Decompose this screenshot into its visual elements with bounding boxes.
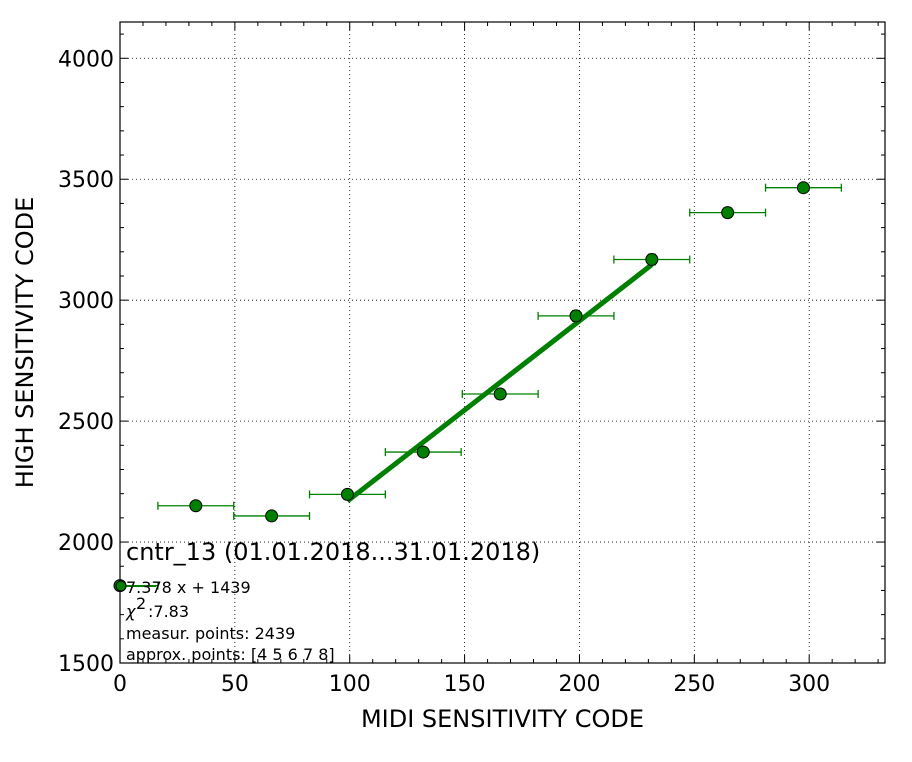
x-axis-label: MIDI SENSITIVITY CODE <box>361 705 644 733</box>
data-point <box>189 499 203 513</box>
x-tick-label: 50 <box>221 672 249 697</box>
data-point <box>340 487 354 501</box>
y-tick-label: 1500 <box>58 652 114 677</box>
grid <box>120 22 885 663</box>
errorbars <box>116 183 843 590</box>
x-tick-label: 250 <box>673 672 715 697</box>
chi-square-value: :7.83 <box>148 602 189 621</box>
x-tick-label: 300 <box>788 672 830 697</box>
data-point <box>569 309 583 323</box>
y-axis-label: HIGH SENSITIVITY CODE <box>11 197 39 489</box>
y-tick-labels: 1500 2000 2500 3000 3500 4000 <box>58 47 114 677</box>
measur-points-annotation: measur. points: 2439 <box>126 624 295 643</box>
x-tick-label: 200 <box>558 672 600 697</box>
data-point <box>645 253 659 267</box>
x-tick-labels: 0 50 100 150 200 250 300 <box>113 672 830 697</box>
fit-line-layer <box>345 262 654 504</box>
chart-title: cntr_13 (01.01.2018...31.01.2018) <box>126 538 540 566</box>
fit-equation: 7.378 x + 1439 <box>126 578 251 597</box>
y-tick-label: 2500 <box>58 410 114 435</box>
approx-points-annotation: approx. points: [4 5 6 7 8] <box>126 645 335 664</box>
x-tick-label: 150 <box>444 672 486 697</box>
legend-point <box>115 580 127 592</box>
fit-line <box>345 262 654 504</box>
legend-fit-marker <box>115 580 156 592</box>
chi-square-symbol: χ <box>125 602 136 621</box>
plot-frame <box>119 21 886 664</box>
data-point <box>265 509 279 523</box>
x-tick-label: 100 <box>329 672 371 697</box>
data-point <box>416 445 430 459</box>
chi-square-exponent: 2 <box>136 594 146 613</box>
y-tick-label: 3500 <box>58 168 114 193</box>
y-tick-label: 3000 <box>58 289 114 314</box>
data-point <box>796 181 810 195</box>
data-point <box>493 387 507 401</box>
data-point <box>721 206 735 220</box>
axis-ticks <box>119 22 885 664</box>
y-tick-label: 2000 <box>58 531 114 556</box>
chi-square-annotation: χ 2 :7.83 <box>125 594 189 621</box>
data-points <box>113 181 810 593</box>
y-tick-label: 4000 <box>58 47 114 72</box>
x-tick-label: 0 <box>113 672 127 697</box>
